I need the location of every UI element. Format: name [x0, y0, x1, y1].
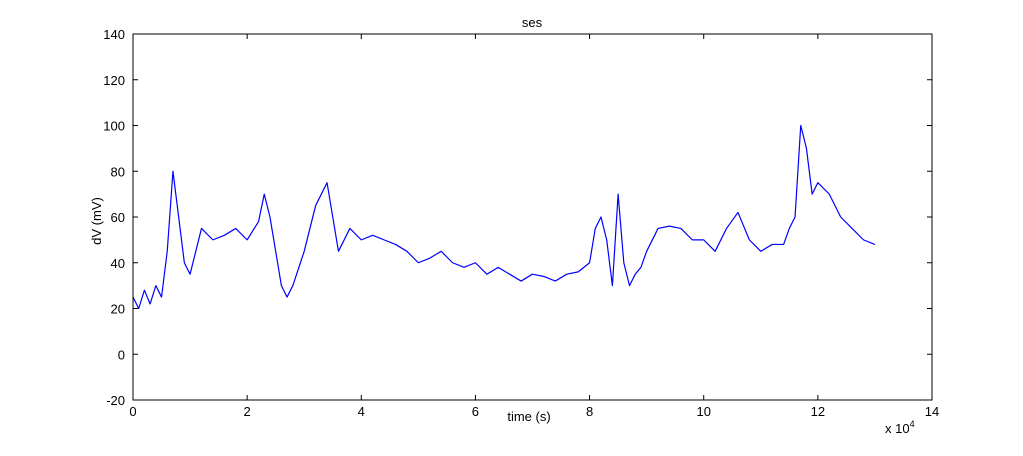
x-axis-multiplier-base: x 10: [885, 421, 910, 436]
x-tick-label-3: 6: [472, 404, 479, 419]
x-tick-label-4: 8: [586, 404, 593, 419]
x-tick-label-0: 0: [129, 404, 136, 419]
x-tick-label-2: 4: [358, 404, 365, 419]
y-tick-label-2: 20: [111, 302, 125, 317]
x-tick-label-1: 2: [244, 404, 251, 419]
x-axis-multiplier-exponent: 4: [910, 419, 915, 429]
y-tick-label-4: 60: [111, 210, 125, 225]
y-axis-label: dV (mV): [89, 197, 104, 245]
x-tick-label-7: 14: [925, 404, 939, 419]
y-tick-label-1: 0: [118, 347, 125, 362]
y-tick-label-8: 140: [103, 27, 125, 42]
y-tick-label-5: 80: [111, 164, 125, 179]
x-tick-label-6: 12: [811, 404, 825, 419]
series-line-0: [132, 124, 876, 310]
y-tick-label-0: -20: [106, 393, 125, 408]
x-tick-label-5: 10: [696, 404, 710, 419]
x-axis-label: time (s): [507, 409, 550, 424]
y-tick-label-7: 120: [103, 73, 125, 88]
y-tick-label-6: 100: [103, 119, 125, 134]
chart-title: ses: [522, 15, 543, 30]
y-tick-label-3: 40: [111, 256, 125, 271]
x-axis-multiplier: x 104: [885, 419, 915, 436]
